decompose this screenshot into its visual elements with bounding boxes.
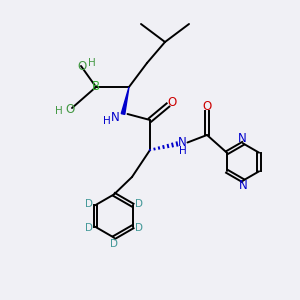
Text: D: D bbox=[135, 223, 143, 233]
Polygon shape bbox=[121, 87, 129, 114]
Text: O: O bbox=[168, 95, 177, 109]
Text: N: N bbox=[239, 179, 248, 192]
Text: O: O bbox=[78, 59, 87, 73]
Text: D: D bbox=[110, 239, 118, 249]
Text: D: D bbox=[85, 199, 93, 209]
Text: N: N bbox=[238, 132, 247, 145]
Text: D: D bbox=[85, 223, 93, 233]
Text: N: N bbox=[111, 111, 120, 124]
Text: N: N bbox=[178, 136, 187, 149]
Text: H: H bbox=[55, 106, 62, 116]
Text: O: O bbox=[66, 103, 75, 116]
Text: H: H bbox=[88, 58, 95, 68]
Text: B: B bbox=[92, 80, 100, 94]
Text: O: O bbox=[202, 100, 211, 113]
Text: H: H bbox=[178, 146, 186, 157]
Text: H: H bbox=[103, 116, 110, 127]
Text: D: D bbox=[135, 199, 143, 209]
